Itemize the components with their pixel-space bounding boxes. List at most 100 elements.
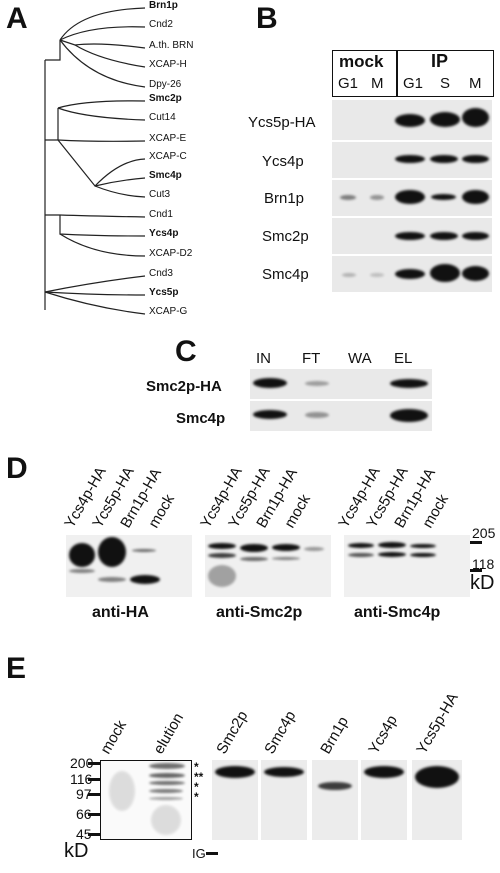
blot-label-anti-smc2p: anti-Smc2p: [216, 604, 303, 621]
blot-b-ycs5p-ha: [332, 100, 492, 140]
strip-smc2p: [212, 760, 258, 840]
tree-branch: [59, 233, 146, 257]
tree-leaf-smc4p: Smc4p: [149, 170, 182, 181]
blot-label-anti-ha: anti-HA: [92, 604, 149, 621]
tree-branch: [59, 7, 146, 41]
band: [462, 155, 489, 163]
panel-b-header: mock IP G1 M G1 S M: [332, 50, 494, 97]
tree-leaf-a-th-brn: A.th. BRN: [149, 40, 194, 51]
band: [272, 544, 300, 551]
tree-branch: [59, 215, 146, 237]
marker-66: 66: [76, 806, 92, 822]
e-strip-smc4p: Smc4p: [261, 708, 300, 757]
asterisk-3: *: [194, 780, 199, 794]
marker-200: 200: [70, 755, 94, 771]
band: [109, 771, 135, 811]
band: [348, 553, 374, 557]
tree-branch: [57, 107, 146, 121]
band: [253, 410, 287, 419]
band: [151, 805, 181, 835]
band: [415, 766, 459, 788]
band: [431, 194, 456, 200]
lane-el: EL: [394, 350, 413, 367]
band: [430, 155, 458, 163]
tree-branch: [44, 291, 146, 296]
marker-116: 116: [70, 771, 93, 787]
e-strip-brn1p: Brn1p: [317, 713, 353, 757]
band: [304, 547, 324, 551]
panel-e-letter: E: [6, 652, 27, 685]
tree-leaf-ycs4p: Ycs4p: [149, 228, 179, 239]
marker-205: 205: [472, 525, 496, 541]
band: [98, 577, 126, 582]
lane-in: IN: [256, 350, 271, 367]
marker-tick-66: [88, 813, 100, 816]
tree-leaf-cnd3: Cnd3: [149, 268, 173, 279]
band: [395, 269, 425, 279]
blot-d-anti-ha: [66, 535, 192, 597]
tree-branch: [59, 26, 146, 41]
band: [208, 565, 236, 587]
marker-tick-118: [470, 569, 482, 572]
mock-ip-divider: [396, 51, 398, 96]
band: [378, 542, 406, 548]
band: [69, 543, 95, 567]
marker-45: 45: [76, 826, 92, 842]
tree-branch: [45, 108, 59, 141]
band: [364, 766, 404, 778]
blot-label-anti-smc4p: anti-Smc4p: [354, 604, 441, 621]
blot-b-smc2p: [332, 218, 492, 254]
tree-branch: [94, 177, 146, 187]
band: [340, 195, 356, 200]
band: [264, 767, 304, 777]
blot-c-smc2p-ha: [250, 369, 432, 399]
group-mock-label: mock: [339, 52, 384, 71]
band: [240, 557, 268, 561]
lane-mock-g1: G1: [338, 75, 359, 92]
blot-b-smc4p: [332, 256, 492, 292]
tree-branch: [44, 291, 146, 315]
tree-branches: [44, 7, 146, 315]
band: [370, 195, 384, 200]
row-label-smc2p: Smc2p: [262, 228, 309, 245]
tree-leaf-xcap-d2: XCAP-D2: [149, 248, 193, 259]
row-label-smc4p-c: Smc4p: [176, 410, 226, 427]
strip-ycs4p: [361, 760, 407, 840]
panel-a-letter: A: [6, 2, 28, 35]
band: [305, 381, 329, 386]
tree-leaf-cut14: Cut14: [149, 112, 176, 123]
marker-tick-45: [88, 833, 100, 836]
lane-ip-m: M: [469, 75, 482, 92]
tree-branch: [94, 185, 146, 198]
band: [430, 232, 458, 240]
phylogenetic-tree: [44, 7, 146, 315]
lane-wa: WA: [348, 350, 372, 367]
band: [378, 552, 406, 557]
band: [395, 114, 425, 127]
band: [130, 575, 160, 584]
panel-b-letter: B: [256, 2, 278, 35]
tree-branch: [57, 139, 146, 142]
row-label-ycs5p-ha: Ycs5p-HA: [248, 114, 316, 131]
marker-tick-97: [88, 793, 100, 796]
band: [149, 763, 185, 769]
band: [342, 273, 356, 277]
lane-ip-s: S: [440, 75, 451, 92]
band: [395, 190, 425, 204]
lane-ft: FT: [302, 350, 321, 367]
band: [390, 379, 428, 388]
tree-leaf-cnd1: Cnd1: [149, 209, 173, 220]
asterisk-4: *: [194, 790, 199, 804]
band: [69, 569, 95, 573]
blot-c-smc4p: [250, 401, 432, 431]
band: [149, 781, 185, 785]
band: [410, 553, 436, 557]
tree-leaf-smc2p: Smc2p: [149, 93, 182, 104]
tree-leaf-dpy-26: Dpy-26: [149, 79, 182, 90]
asterisk-1: *: [194, 760, 199, 774]
marker-tick-116: [88, 778, 100, 781]
tree-leaf-ycs5p: Ycs5p: [149, 287, 179, 298]
e-strip-ycs4p: Ycs4p: [365, 712, 401, 757]
band: [305, 412, 329, 418]
strip-ycs5p-ha: [412, 760, 462, 840]
